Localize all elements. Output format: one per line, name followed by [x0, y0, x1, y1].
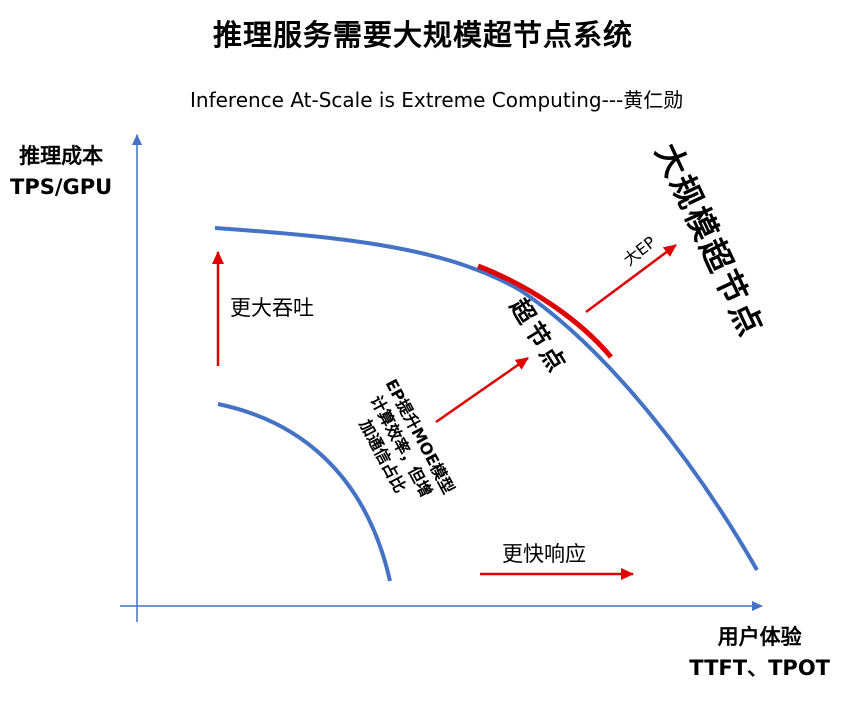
outer-frontier-curve	[214, 226, 759, 571]
y-axis-label-line2: TPS/GPU	[10, 175, 113, 199]
x-axis-label: 用户体验 TTFT、TPOT	[689, 622, 830, 684]
y-axis-label: 推理成本 TPS/GPU	[10, 141, 112, 203]
big-ep-arrow	[585, 243, 677, 314]
supernode-highlight-segment	[477, 263, 613, 359]
x-axis-label-line2: TTFT、TPOT	[689, 656, 830, 680]
page-title: 推理服务需要大规模超节点系统	[212, 18, 633, 52]
inner-frontier-curve	[217, 402, 392, 582]
ep-arrow	[435, 356, 529, 424]
y-axis-label-line1: 推理成本	[19, 144, 104, 168]
x-axis-label-line1: 用户体验	[717, 625, 802, 649]
subtitle: Inference At-Scale is Extreme Computing-…	[190, 88, 684, 112]
response-label: 更快响应	[502, 542, 586, 566]
throughput-label: 更大吞吐	[230, 296, 314, 320]
